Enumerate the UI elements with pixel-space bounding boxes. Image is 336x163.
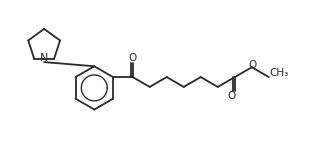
Text: O: O: [228, 91, 236, 101]
Text: O: O: [129, 53, 137, 63]
Text: CH₃: CH₃: [269, 68, 288, 78]
Text: N: N: [40, 53, 48, 63]
Text: O: O: [249, 60, 257, 70]
